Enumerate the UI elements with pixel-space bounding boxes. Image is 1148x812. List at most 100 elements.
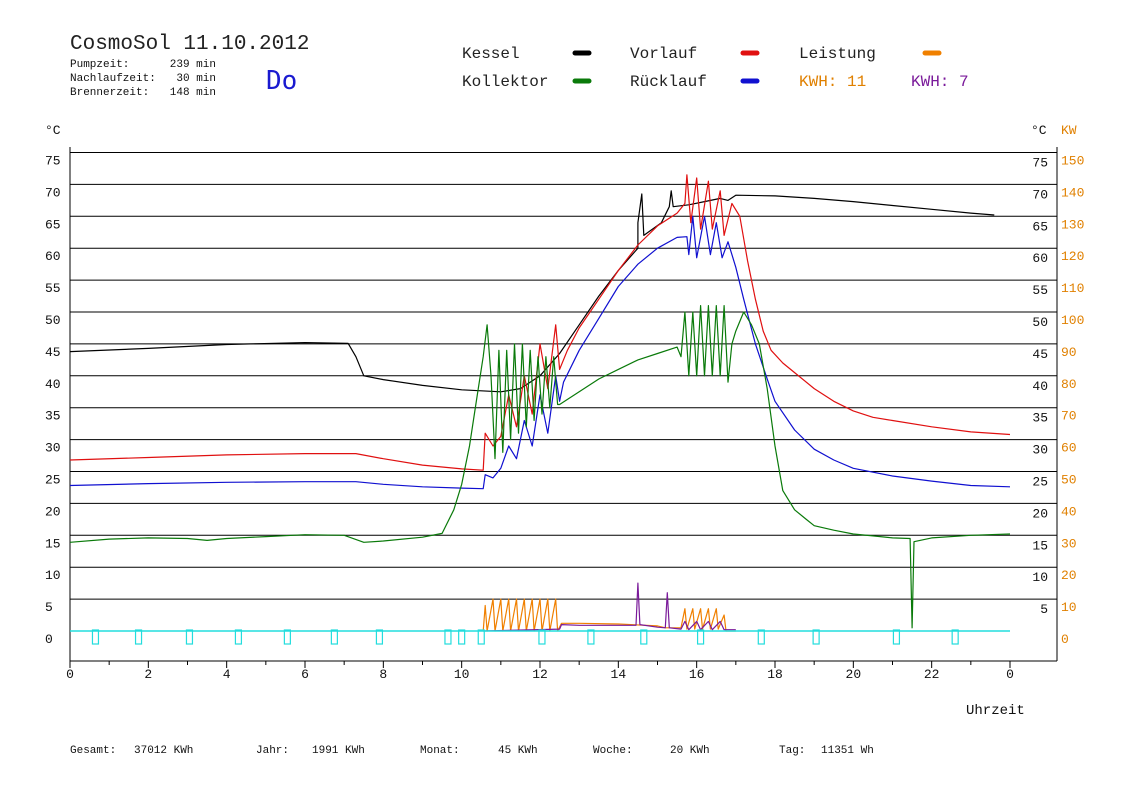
pump-marker [538, 629, 546, 645]
series-line-kollektor [69, 305, 1011, 629]
y-left-tick-label: 15 [45, 536, 61, 551]
tick-labels: 7570656055504540353025201510507570656055… [45, 154, 1084, 683]
y-right-unit-power: KW [1061, 123, 1077, 138]
y-right-temp-tick-label: 10 [1032, 570, 1048, 585]
x-tick-label: 0 [1006, 667, 1014, 682]
y-right-temp-tick-label: 60 [1032, 251, 1048, 266]
axes [69, 147, 1058, 668]
y-right-power-tick-label: 50 [1061, 473, 1077, 488]
y-right-temp-tick-label: 25 [1032, 475, 1048, 490]
pump-marker [375, 629, 384, 645]
y-right-power-tick-label: 150 [1061, 154, 1084, 169]
y-right-temp-tick-label: 15 [1032, 538, 1048, 553]
footer-value: 37012 KWh [134, 745, 193, 757]
y-left-tick-label: 25 [45, 473, 61, 488]
y-left-tick-label: 30 [45, 441, 61, 456]
y-right-unit-temp: °C [1031, 123, 1047, 138]
grid [70, 152, 1057, 600]
legend-kessel: Kessel [462, 45, 520, 63]
info-value: 30 min [176, 73, 216, 85]
x-tick-label: 14 [611, 667, 627, 682]
pump-marker [587, 629, 595, 645]
y-right-temp-tick-label: 45 [1032, 347, 1048, 362]
x-tick-label: 22 [924, 667, 940, 682]
x-tick-label: 8 [379, 667, 387, 682]
y-left-tick-label: 10 [45, 568, 61, 583]
y-right-power-tick-label: 40 [1061, 504, 1077, 519]
pump-marker [283, 629, 291, 645]
pump-marker [91, 629, 100, 645]
y-right-temp-tick-label: 50 [1032, 315, 1048, 330]
pump-marker [234, 629, 243, 645]
pump-marker [134, 629, 143, 645]
y-right-power-tick-label: 130 [1061, 217, 1084, 232]
y-left-tick-label: 0 [45, 632, 53, 647]
pump-marker [330, 629, 338, 645]
legend-vorlauf: Vorlauf [630, 45, 697, 63]
series-line-kessel [69, 190, 995, 393]
y-left-tick-label: 70 [45, 185, 61, 200]
legend-leistung: Leistung [799, 45, 876, 63]
x-tick-label: 16 [689, 667, 705, 682]
legend-ruecklauf: Rücklauf [630, 73, 707, 91]
y-left-tick-label: 35 [45, 409, 61, 424]
x-axis-label: Uhrzeit [966, 703, 1025, 719]
y-left-unit: °C [45, 123, 61, 138]
series-line-vorlauf [69, 174, 1011, 471]
y-right-temp-tick-label: 30 [1032, 443, 1048, 458]
footer-value: 45 KWh [498, 745, 538, 757]
footer-label: Monat: [420, 745, 460, 757]
y-right-power-tick-label: 60 [1061, 441, 1077, 456]
info-block: Pumpzeit: 239 min Nachlaufzeit: 30 min B… [70, 59, 216, 99]
y-left-tick-label: 40 [45, 377, 61, 392]
y-right-power-tick-label: 0 [1061, 632, 1069, 647]
pump-marker [812, 629, 820, 645]
y-right-power-tick-label: 120 [1061, 249, 1084, 264]
footer-value: 20 KWh [670, 745, 710, 757]
y-right-power-tick-label: 110 [1061, 281, 1084, 296]
y-left-tick-label: 60 [45, 249, 61, 264]
y-right-temp-tick-label: 75 [1032, 156, 1048, 171]
y-right-temp-tick-label: 65 [1032, 219, 1048, 234]
y-right-temp-tick-label: 55 [1032, 283, 1048, 298]
x-tick-label: 6 [301, 667, 309, 682]
x-tick-label: 0 [66, 667, 74, 682]
footer-value: 11351 Wh [821, 745, 874, 757]
info-value: 148 min [170, 87, 216, 99]
series-line-ruecklauf [69, 215, 1011, 490]
y-right-power-tick-label: 30 [1061, 536, 1077, 551]
y-left-tick-label: 5 [45, 600, 53, 615]
y-right-power-tick-label: 140 [1061, 185, 1084, 200]
legend-kollektor: Kollektor [462, 73, 548, 91]
info-value: 239 min [170, 59, 216, 71]
info-label: Brennerzeit: [70, 87, 149, 99]
legend-kwh1: KWH: 11 [799, 73, 866, 91]
y-right-power-tick-label: 80 [1061, 377, 1077, 392]
y-right-power-tick-label: 20 [1061, 568, 1077, 583]
footer-value: 1991 KWh [312, 745, 365, 757]
footer-label: Woche: [593, 745, 633, 757]
pump-marker [477, 629, 485, 645]
legend: Kessel Kollektor Vorlauf Rücklauf Leistu… [462, 45, 969, 91]
x-tick-label: 18 [767, 667, 783, 682]
y-right-temp-tick-label: 70 [1032, 187, 1048, 202]
y-left-tick-label: 50 [45, 313, 61, 328]
info-label: Pumpzeit: [70, 59, 129, 71]
y-right-power-tick-label: 100 [1061, 313, 1084, 328]
y-right-temp-tick-label: 5 [1040, 602, 1048, 617]
x-tick-label: 20 [846, 667, 862, 682]
y-right-temp-tick-label: 35 [1032, 411, 1048, 426]
y-right-temp-tick-label: 20 [1032, 506, 1048, 521]
pump-marker [892, 629, 901, 645]
x-tick-label: 12 [532, 667, 548, 682]
y-left-tick-label: 55 [45, 281, 61, 296]
footer: Gesamt: 37012 KWh Jahr: 1991 KWh Monat: … [70, 745, 874, 757]
series-line-leistung [482, 598, 736, 632]
y-left-tick-label: 75 [45, 154, 61, 169]
footer-label: Tag: [779, 745, 805, 757]
y-right-power-tick-label: 10 [1061, 600, 1077, 615]
pump-marker [185, 629, 194, 645]
pump-marker [640, 629, 648, 645]
chart-title: CosmoSol 11.10.2012 [70, 33, 309, 56]
